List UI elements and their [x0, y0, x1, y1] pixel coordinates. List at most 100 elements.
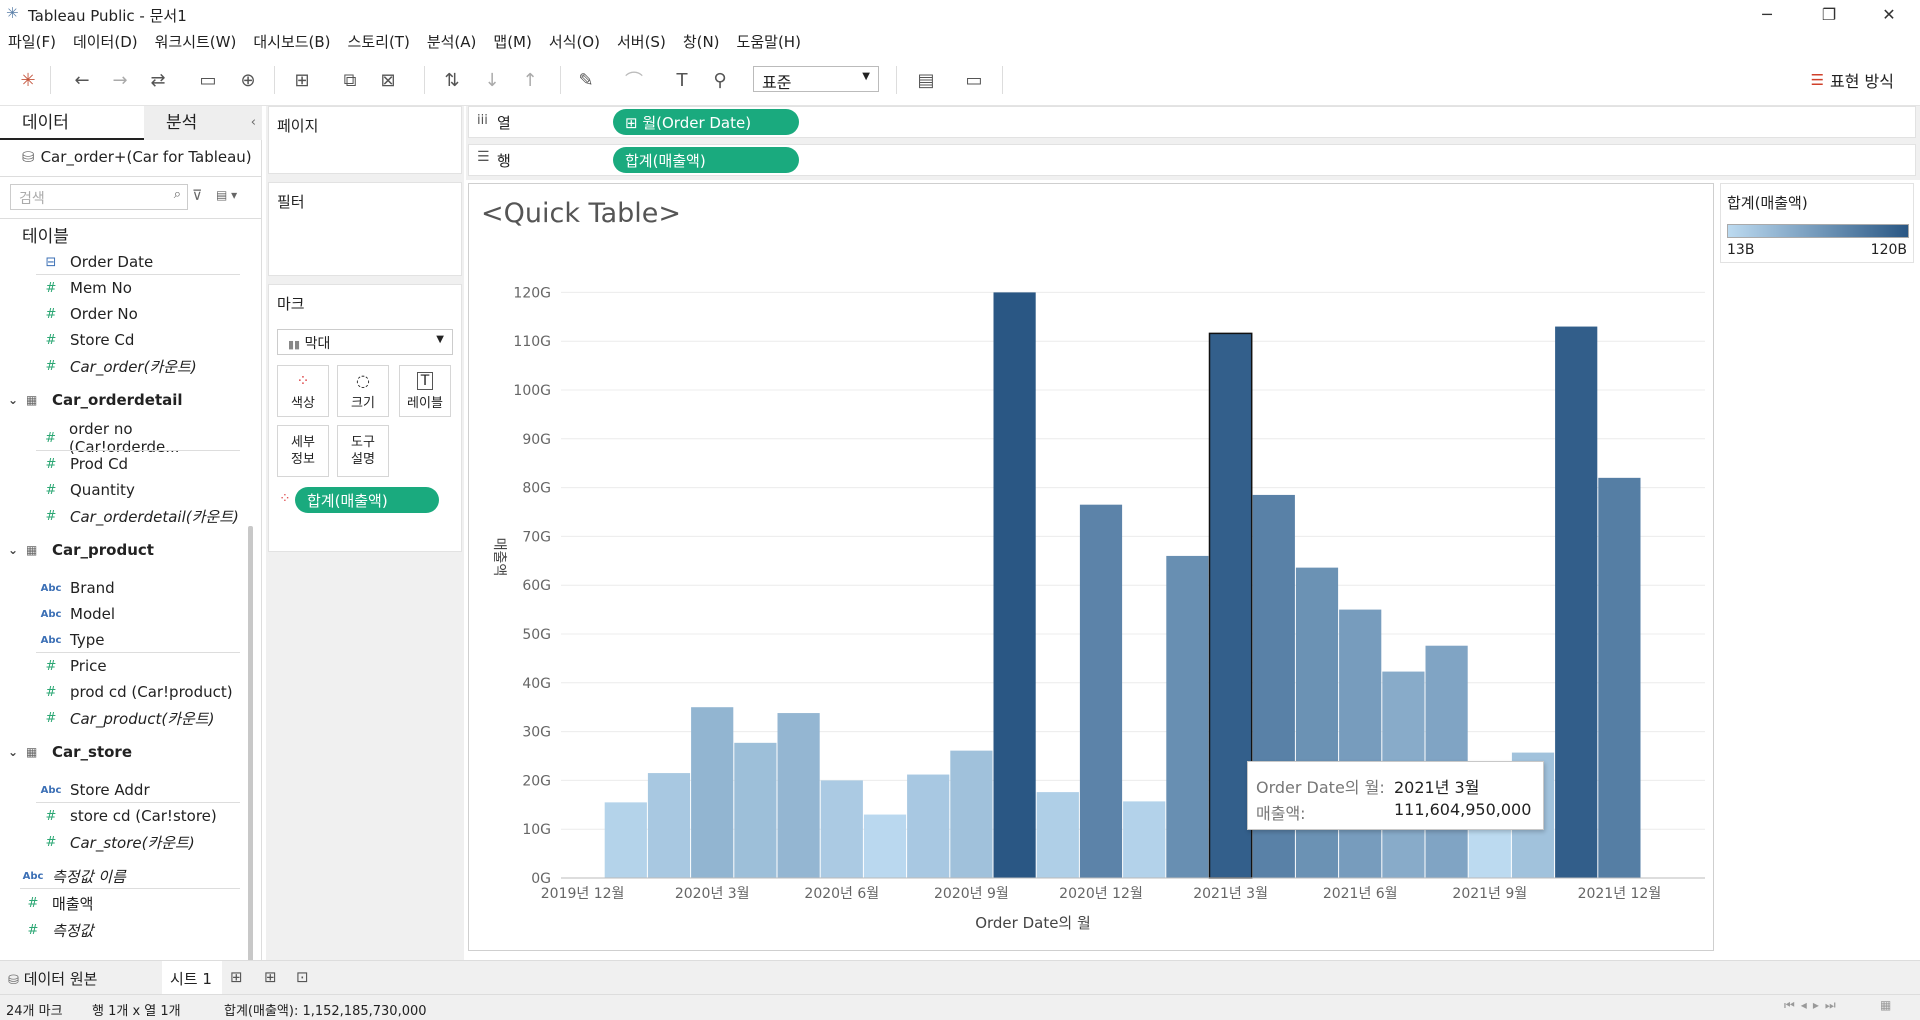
bar[interactable]	[820, 780, 863, 878]
field-item[interactable]: # Car_orderdetail(카운트)	[0, 503, 240, 529]
swap-icon[interactable]: ⇄	[150, 69, 166, 91]
bar[interactable]	[734, 742, 777, 878]
menu-dashboard[interactable]: 대시보드(B)	[253, 33, 331, 51]
search-input[interactable]: 검색 ⌕	[10, 184, 188, 210]
field-item[interactable]: # Mem No	[0, 275, 240, 301]
bar[interactable]	[1166, 555, 1209, 878]
mark-type-select[interactable]: ▮▮ 막대 ▼	[277, 329, 453, 355]
bar[interactable]	[1295, 567, 1339, 878]
size-button[interactable]: ◌ 크기	[337, 365, 389, 417]
menu-window[interactable]: 창(N)	[682, 33, 720, 51]
show-cards-icon[interactable]: ▤	[917, 69, 935, 91]
menu-help[interactable]: 도움말(H)	[736, 33, 801, 51]
tableau-home-icon[interactable]: ✳	[20, 69, 36, 91]
bar[interactable]	[1208, 332, 1253, 879]
menu-server[interactable]: 서버(S)	[616, 33, 666, 51]
grid-view-icon[interactable]: ▦	[1880, 998, 1892, 1012]
bar[interactable]	[1339, 609, 1382, 878]
menu-map[interactable]: 맵(M)	[493, 33, 532, 51]
swap-rows-cols-icon[interactable]: ⇅	[444, 69, 460, 91]
field-item[interactable]: # Car_product(카운트)	[0, 705, 240, 731]
minimize-button[interactable]: ─	[1762, 4, 1772, 24]
field-item[interactable]: # Price	[0, 653, 240, 679]
bar[interactable]	[604, 802, 647, 878]
bar[interactable]	[1555, 326, 1598, 878]
menu-format[interactable]: 서식(O)	[548, 33, 600, 51]
menu-story[interactable]: 스토리(T)	[347, 33, 410, 51]
measure-item[interactable]: Abc 측정값 이름	[0, 863, 240, 889]
clear-sheet-icon[interactable]: ⊠	[380, 69, 396, 91]
sort-desc-icon[interactable]: ↑	[522, 69, 538, 91]
filter-icon[interactable]: ⊽	[192, 188, 203, 204]
new-dashboard-tab-icon[interactable]: ⊞	[264, 968, 277, 986]
field-item[interactable]: # prod cd (Car!product)	[0, 679, 240, 705]
bar[interactable]	[1598, 477, 1641, 878]
tab-analysis[interactable]: 분석 ‹	[144, 106, 262, 140]
field-item[interactable]: Abc Model	[0, 601, 240, 627]
columns-shelf[interactable]: iii 열 ⊞ 월(Order Date)	[468, 106, 1916, 138]
pin-icon[interactable]: ⚲	[713, 69, 727, 91]
menu-data[interactable]: 데이터(D)	[72, 33, 138, 51]
rows-shelf[interactable]: ☰ 행 합계(매출액)	[468, 144, 1916, 176]
rows-measure-pill[interactable]: 합계(매출액)	[613, 147, 799, 173]
sort-asc-icon[interactable]: ↓	[484, 69, 500, 91]
duplicate-icon[interactable]: ⧉	[343, 69, 357, 91]
redo-icon[interactable]: →	[112, 69, 128, 91]
field-item[interactable]: ⊟ Order Date	[0, 249, 240, 275]
field-item[interactable]: # Car_order(카운트)	[0, 353, 240, 379]
chevron-down-icon[interactable]: ⌄	[8, 745, 19, 759]
field-item[interactable]: # Car_store(카운트)	[0, 829, 240, 855]
labels-icon[interactable]: T	[676, 69, 688, 91]
field-item[interactable]: Abc Type	[0, 627, 240, 653]
bar[interactable]	[777, 713, 820, 878]
field-item[interactable]: Abc Store Addr	[0, 777, 240, 803]
undo-icon[interactable]: ←	[74, 69, 90, 91]
menu-file[interactable]: 파일(F)	[8, 33, 56, 51]
view-options-icon[interactable]: ▤ ▾	[216, 188, 238, 202]
detail-button[interactable]: 세부 정보	[277, 425, 329, 477]
field-item[interactable]: # Order No	[0, 301, 240, 327]
columns-date-pill[interactable]: ⊞ 월(Order Date)	[613, 109, 799, 135]
menu-worksheet[interactable]: 워크시트(W)	[154, 33, 237, 51]
pages-card[interactable]: 페이지	[268, 106, 462, 174]
label-button[interactable]: T 레이블	[399, 365, 451, 417]
color-legend[interactable]: 합계(매출액) 13B 120B	[1720, 183, 1914, 263]
color-button[interactable]: ⁘ 색상	[277, 365, 329, 417]
bar[interactable]	[1123, 801, 1166, 878]
filters-card[interactable]: 필터	[268, 182, 462, 276]
sheet-nav-icons[interactable]: ⏮◂▸⏭	[1784, 998, 1842, 1012]
field-item[interactable]: # Prod Cd	[0, 451, 240, 477]
datasource-tab[interactable]: ⛁ 데이터 원본	[8, 968, 97, 989]
collapse-icon[interactable]: ‹	[250, 115, 256, 130]
bar[interactable]	[863, 814, 907, 878]
bar[interactable]	[1079, 504, 1123, 878]
group-icon[interactable]: ⌒	[625, 71, 643, 92]
menu-analysis[interactable]: 분석(A)	[426, 33, 477, 51]
table-header[interactable]: ⌄ ▦ Car_orderdetail	[0, 387, 240, 413]
color-measure-pill[interactable]: 합계(매출액)	[295, 487, 439, 513]
field-item[interactable]: # Quantity	[0, 477, 240, 503]
measure-item[interactable]: # 측정값	[0, 917, 240, 943]
highlight-icon[interactable]: ✎	[578, 69, 594, 91]
field-item[interactable]: # Store Cd	[0, 327, 240, 353]
bar[interactable]	[1036, 792, 1079, 878]
close-button[interactable]: ✕	[1882, 4, 1896, 24]
save-icon[interactable]: ▭	[199, 69, 217, 91]
bar[interactable]	[647, 773, 691, 878]
bar[interactable]	[993, 292, 1036, 878]
presentation-icon[interactable]: ▭	[965, 69, 983, 91]
show-me-button[interactable]: ☰ 표현 방식	[1811, 68, 1894, 92]
sheet-title[interactable]: <Quick Table>	[481, 198, 681, 229]
field-item[interactable]: # store cd (Car!store)	[0, 803, 240, 829]
bar[interactable]	[950, 750, 993, 878]
tooltip-button[interactable]: 도구 설명	[337, 425, 389, 477]
bar[interactable]	[907, 774, 950, 878]
tab-data[interactable]: 데이터	[0, 106, 144, 140]
table-header[interactable]: ⌄ ▦ Car_product	[0, 537, 240, 563]
chevron-down-icon[interactable]: ⌄	[8, 393, 19, 407]
new-sheet-icon[interactable]: ⊞	[294, 69, 310, 91]
datasource-item[interactable]: ⛁ Car_order+(Car for Tableau)	[22, 148, 252, 166]
table-header[interactable]: ⌄ ▦ Car_store	[0, 739, 240, 765]
chevron-down-icon[interactable]: ⌄	[8, 543, 19, 557]
restore-button[interactable]: ❐	[1821, 4, 1837, 24]
